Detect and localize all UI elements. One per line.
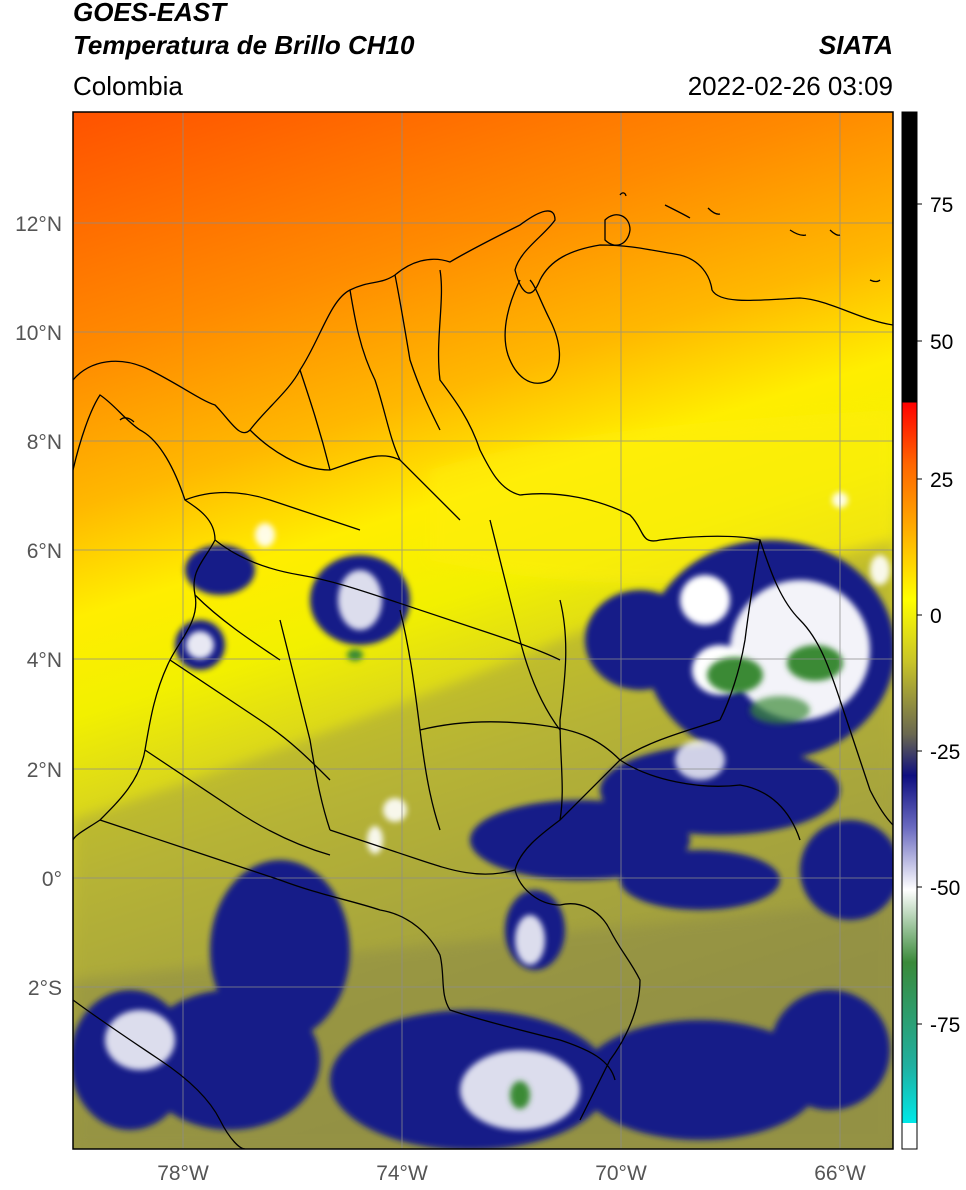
lat-label: 4°N: [27, 649, 62, 672]
timestamp: 2022-02-26 03:09: [687, 71, 893, 101]
colorbar-tick: 25: [930, 469, 953, 492]
lat-label: 8°N: [27, 431, 62, 454]
lat-labels: 12°N 10°N 8°N 6°N 4°N 2°N 0° 2°S: [15, 213, 62, 1000]
lon-labels: 78°W 74°W 70°W 66°W: [157, 1162, 866, 1185]
satellite-image: [73, 112, 893, 1149]
lat-label: 12°N: [15, 213, 62, 236]
lon-label: 74°W: [376, 1162, 428, 1185]
lon-label: 78°W: [157, 1162, 209, 1185]
country-borders: [73, 192, 893, 1149]
lat-label: 10°N: [15, 322, 62, 345]
lat-label: 2°S: [28, 977, 62, 1000]
colorbar-tick: 75: [930, 194, 953, 217]
colorbar-tick: -75: [930, 1014, 960, 1037]
graticule: [73, 112, 893, 1149]
lat-label: 2°N: [27, 759, 62, 782]
brand-label: SIATA: [818, 30, 893, 60]
lat-label: 0°: [42, 868, 62, 891]
colorbar-tick: -50: [930, 877, 960, 900]
product-title: Temperatura de Brillo CH10: [73, 30, 415, 60]
colorbar-tick: 50: [930, 331, 953, 354]
lat-label: 6°N: [27, 540, 62, 563]
lon-label: 66°W: [814, 1162, 866, 1185]
map-frame: [72, 111, 894, 1150]
satellite-title: GOES-EAST: [73, 0, 227, 27]
region-label: Colombia: [73, 71, 183, 101]
colorbar-tick: -25: [930, 741, 960, 764]
colorbar: 75 50 25 0 -25 -50 -75: [901, 111, 960, 1150]
lon-label: 70°W: [595, 1162, 647, 1185]
colorbar-tick: 0: [930, 605, 942, 628]
